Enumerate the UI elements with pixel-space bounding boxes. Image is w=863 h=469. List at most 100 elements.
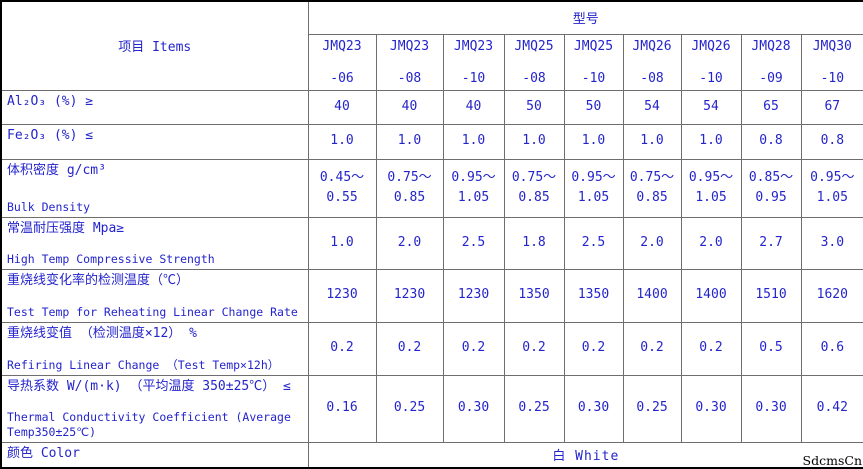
row-label: 重烧线变化率的检测温度（℃） Test Temp for Reheating Li… xyxy=(0,268,309,323)
value-cell: 0.6 xyxy=(800,321,863,376)
row-label: 重烧线变值 （检测温度×12） % Refiring Linear Change … xyxy=(0,321,309,376)
model-column-header: JMQ30 -10 xyxy=(800,33,863,91)
row-label-zh: 导热系数 W/(m·k) （平均温度 350±25℃） ≤ xyxy=(7,378,291,394)
row-label: 颜色 Color xyxy=(0,441,309,469)
header-row-models: JMQ23 -06 JMQ23 -08 JMQ23 -10 JMQ25 -08 JMQ2… xyxy=(1,33,863,91)
value-cell: 1.0 xyxy=(622,123,682,160)
value-cell: 0.2 xyxy=(307,321,377,376)
color-value-cell: 白 White xyxy=(307,441,863,469)
model-size: -10 xyxy=(461,70,486,86)
model-series: JMQ25 xyxy=(573,38,614,54)
model-size: -06 xyxy=(330,70,354,86)
value-cell: 0.2 xyxy=(622,321,682,376)
row-label-en: Thermal Conductivity Coefficient (Averag… xyxy=(7,409,291,439)
model-series: JMQ23 xyxy=(389,38,430,54)
value-cell: 0.2 xyxy=(442,321,505,376)
value-cell: 0.2 xyxy=(503,321,565,376)
value-cell: 0.25 xyxy=(622,374,682,443)
model-column-header: JMQ26 -10 xyxy=(680,33,742,91)
model-column-header: JMQ23 -06 xyxy=(307,33,377,91)
model-size: -10 xyxy=(581,70,606,86)
model-header-cell: 型号 xyxy=(307,0,863,35)
row-label: 常温耐压强度 Mpa≥ High Temp Compressive Strengt… xyxy=(0,216,309,270)
value-cell: 54 xyxy=(680,89,742,125)
row-label-zh: 常温耐压强度 Mpa≥ xyxy=(7,220,125,236)
value-cell: 0.42 xyxy=(800,374,863,443)
model-series: JMQ30 xyxy=(812,38,852,54)
value-cell: 1.0 xyxy=(563,123,624,160)
row-label-zh: 重烧线变化率的检测温度（℃） xyxy=(7,272,190,288)
value-cell: 1350 xyxy=(563,268,624,323)
value-cell: 0.95～1.05 xyxy=(563,158,624,218)
value-cell: 0.75～0.85 xyxy=(622,158,682,218)
value-cell: 1230 xyxy=(307,268,377,323)
row-label-en: Refiring Linear Change （Test Temp×12h） xyxy=(7,357,280,372)
items-header-cell: 项目 Items xyxy=(0,0,309,91)
value-cell: 1230 xyxy=(442,268,505,323)
model-series: JMQ26 xyxy=(691,38,731,54)
value-cell: 54 xyxy=(622,89,682,125)
model-column-header: JMQ25 -08 xyxy=(503,33,565,91)
row-label-zh: 体积密度 g/cm³ xyxy=(7,162,106,178)
row-label-en: High Temp Compressive Strength xyxy=(7,251,215,266)
model-series: JMQ23 xyxy=(453,38,494,54)
row-reheat-test-temp: 重烧线变化率的检测温度（℃） Test Temp for Reheating Li… xyxy=(0,268,863,323)
value-cell: 40 xyxy=(442,89,505,125)
row-color: 颜色 Color 白 White xyxy=(0,441,863,469)
value-cell: 65 xyxy=(740,89,802,125)
model-size: -10 xyxy=(699,70,723,86)
value-cell: 40 xyxy=(375,89,444,125)
row-label: 导热系数 W/(m·k) （平均温度 350±25℃） ≤ Thermal Con… xyxy=(0,374,309,443)
value-cell: 1.0 xyxy=(375,123,444,160)
watermark: SdcmsCn xyxy=(802,453,862,468)
header-row-model: 项目 Items 型号 xyxy=(0,0,863,91)
value-cell: 2.5 xyxy=(563,216,624,270)
model-column-header: JMQ23 -10 xyxy=(442,33,505,91)
value-cell: 0.30 xyxy=(740,374,802,443)
model-size: -08 xyxy=(522,70,546,86)
value-cell: 1400 xyxy=(680,268,742,323)
value-cell: 1.0 xyxy=(503,123,565,160)
value-cell: 0.2 xyxy=(375,321,444,376)
row-label-zh: Fe₂O₃ (%) ≤ xyxy=(7,127,94,143)
value-cell: 0.85～0.95 xyxy=(740,158,802,218)
row-label: 体积密度 g/cm³ Bulk Density xyxy=(0,158,309,218)
row-thermal-conductivity: 导热系数 W/(m·k) （平均温度 350±25℃） ≤ Thermal Con… xyxy=(0,374,863,443)
value-cell: 0.30 xyxy=(442,374,505,443)
value-cell: 1350 xyxy=(503,268,565,323)
value-cell: 0.45～0.55 xyxy=(307,158,377,218)
value-cell: 0.75～0.85 xyxy=(503,158,565,218)
model-series: JMQ28 xyxy=(751,38,791,54)
value-cell: 2.0 xyxy=(622,216,682,270)
row-compressive-strength: 常温耐压强度 Mpa≥ High Temp Compressive Strengt… xyxy=(0,216,863,270)
row-label-en: Test Temp for Reheating Linear Change Ra… xyxy=(7,304,298,319)
value-cell: 0.30 xyxy=(680,374,742,443)
model-size: -08 xyxy=(640,70,664,86)
model-series: JMQ25 xyxy=(514,38,554,54)
value-cell: 0.16 xyxy=(307,374,377,443)
row-refiring-linear-change: 重烧线变值 （检测温度×12） % Refiring Linear Change … xyxy=(0,321,863,376)
model-column-header: JMQ26 -08 xyxy=(622,33,682,91)
value-cell: 0.75～0.85 xyxy=(375,158,444,218)
model-size: -10 xyxy=(820,70,845,86)
row-bulk-density: 体积密度 g/cm³ Bulk Density 0.45～0.55 0.75～0.… xyxy=(0,158,863,218)
model-column-header: JMQ28 -09 xyxy=(740,33,802,91)
value-cell: 1.0 xyxy=(307,123,377,160)
value-cell: 0.8 xyxy=(800,123,863,160)
value-cell: 1.0 xyxy=(442,123,505,160)
value-cell: 0.25 xyxy=(503,374,565,443)
value-cell: 2.0 xyxy=(375,216,444,270)
value-cell: 0.2 xyxy=(563,321,624,376)
value-cell: 0.5 xyxy=(740,321,802,376)
value-cell: 50 xyxy=(563,89,624,125)
value-cell: 40 xyxy=(307,89,377,125)
value-cell: 2.0 xyxy=(680,216,742,270)
value-cell: 0.95～1.05 xyxy=(800,158,863,218)
value-cell: 1230 xyxy=(375,268,444,323)
model-size: -09 xyxy=(759,70,783,86)
value-cell: 0.95～1.05 xyxy=(442,158,505,218)
value-cell: 0.30 xyxy=(563,374,624,443)
model-size: -08 xyxy=(397,70,422,86)
